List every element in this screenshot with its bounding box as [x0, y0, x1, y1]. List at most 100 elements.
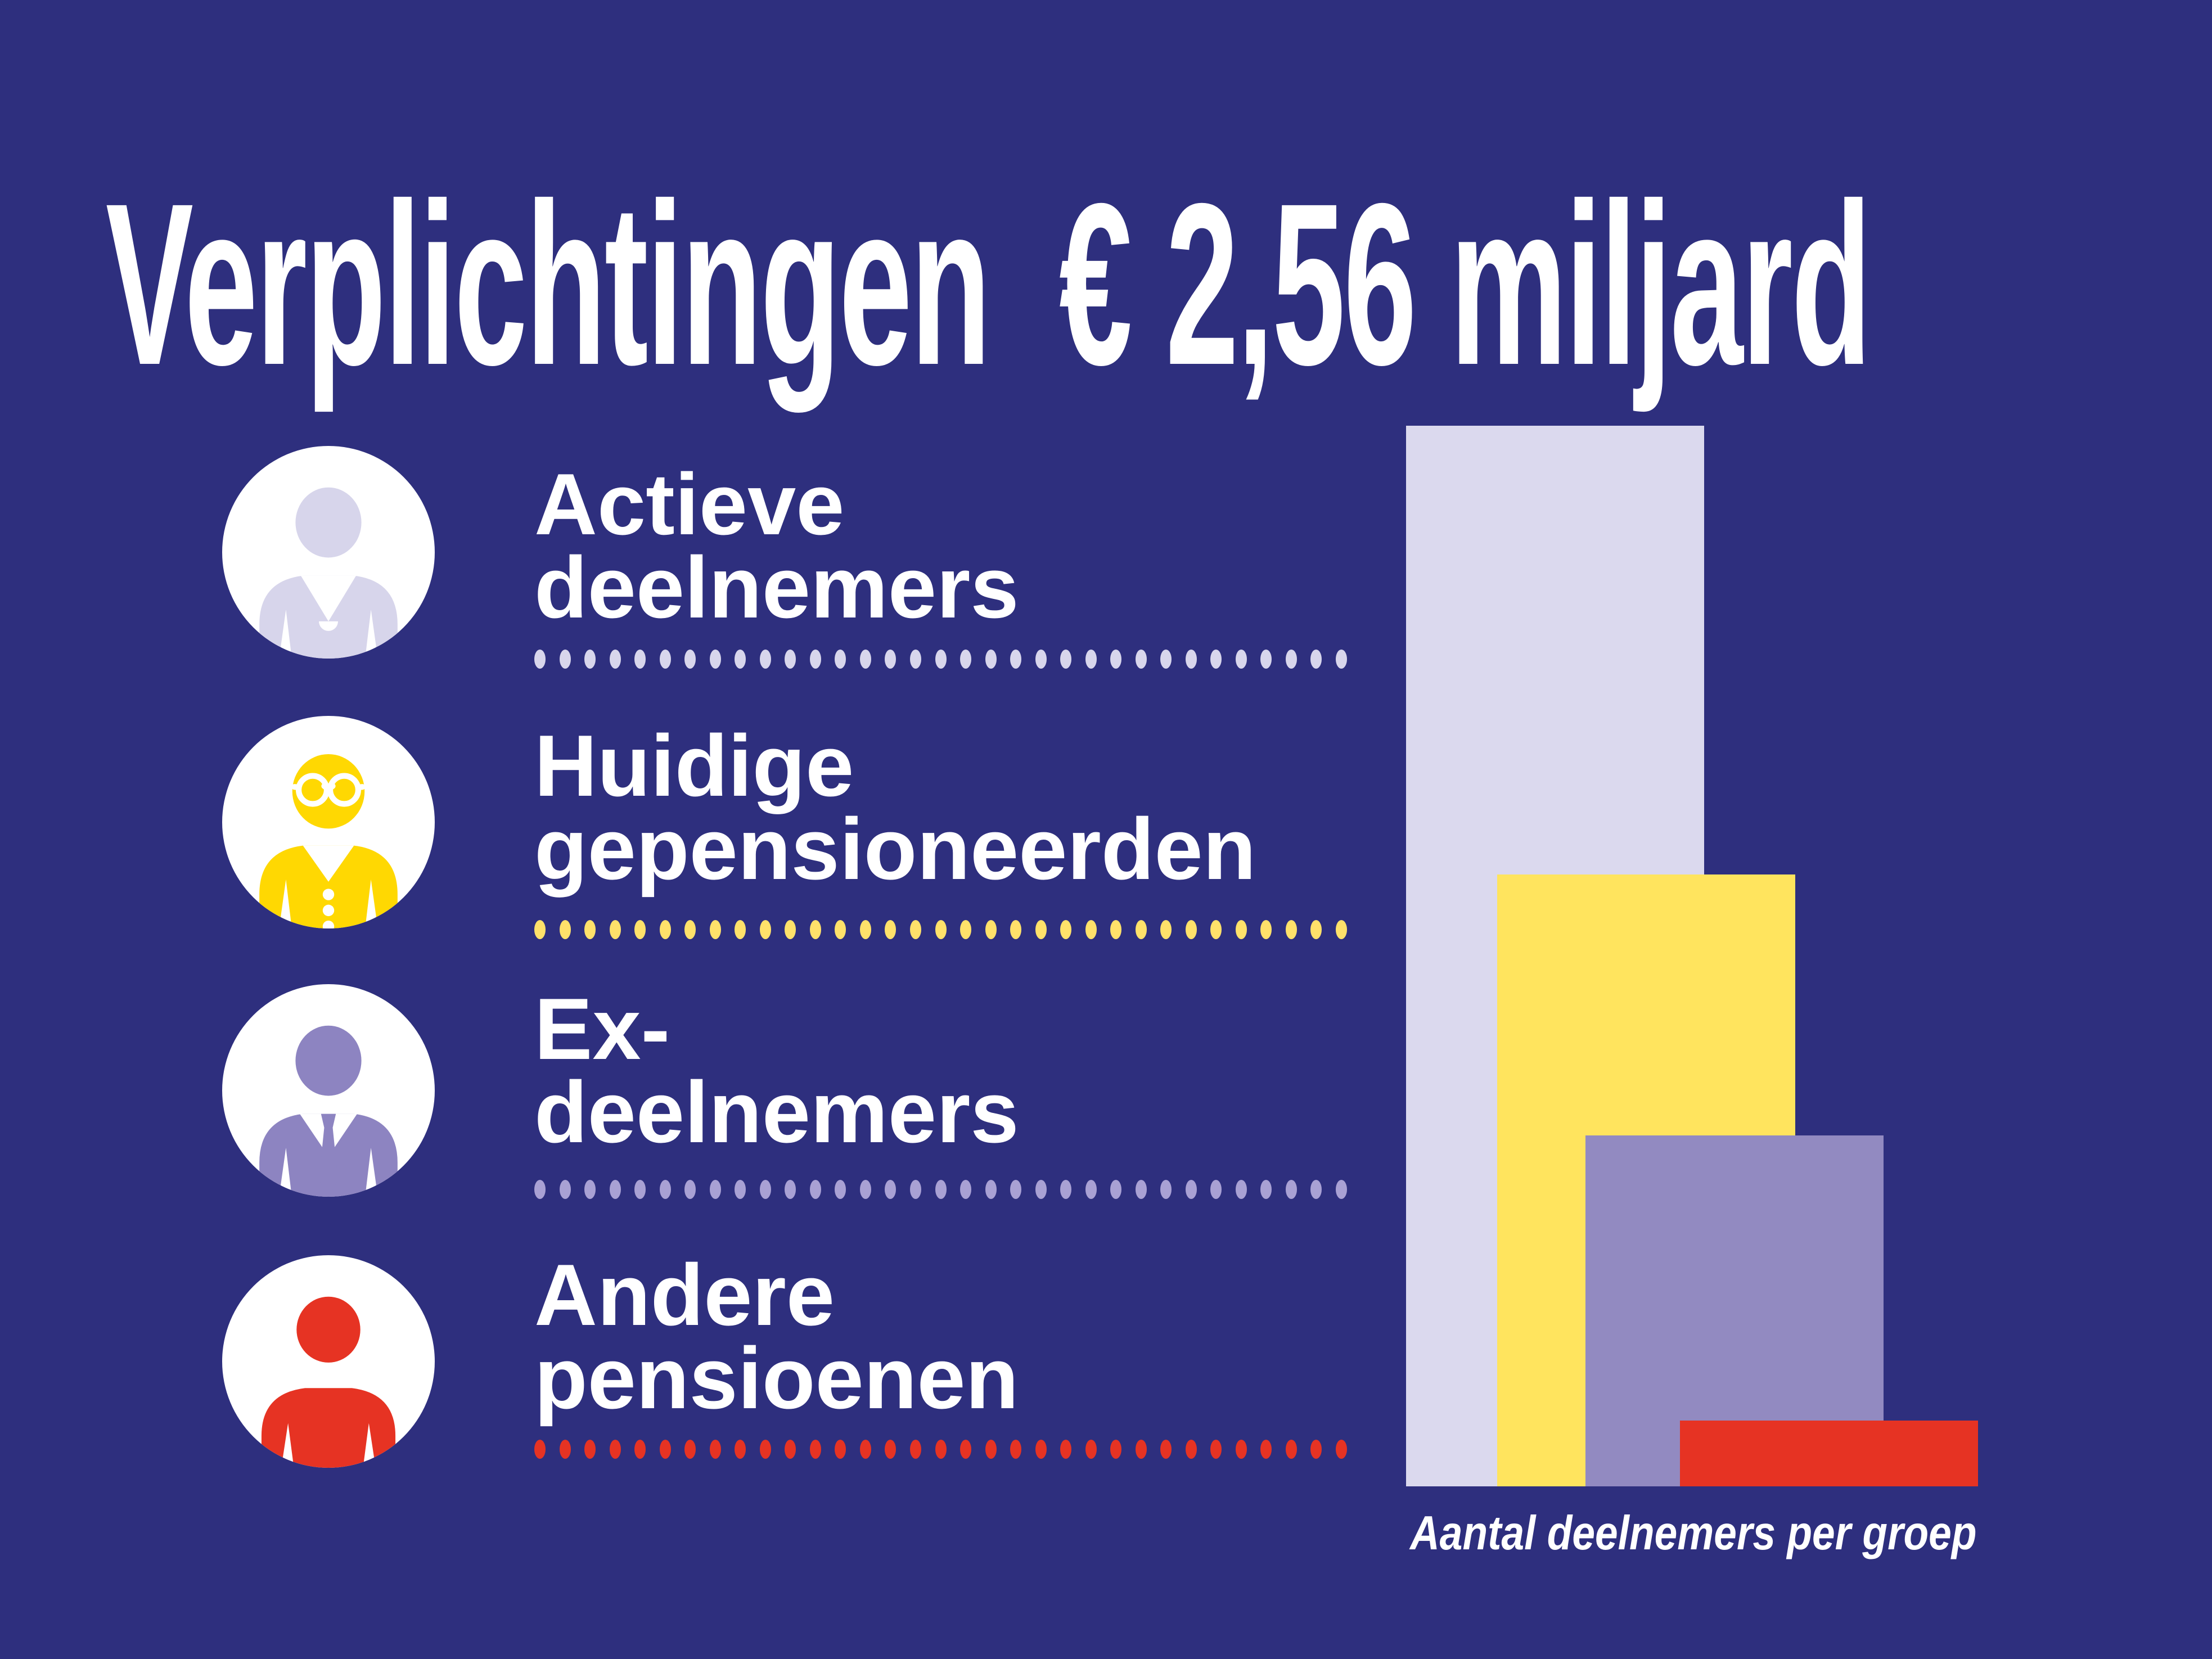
- dotted-separator-purple: [534, 1180, 1347, 1199]
- label-line-2: gepensioneerden: [534, 800, 1256, 898]
- separator-dot: [1310, 1440, 1322, 1459]
- separator-dot: [559, 1180, 571, 1199]
- separator-dot: [1110, 1440, 1122, 1459]
- separator-dot: [609, 1440, 621, 1459]
- separator-dot: [785, 920, 796, 939]
- dotted-separator-red: [534, 1440, 1347, 1459]
- separator-dot: [909, 1180, 921, 1199]
- separator-dot: [1336, 1440, 1347, 1459]
- separator-dot: [1110, 920, 1122, 939]
- separator-dot: [1160, 920, 1172, 939]
- other-pensions-icon: [222, 1255, 435, 1468]
- separator-dot: [909, 650, 921, 669]
- separator-dot: [1235, 1440, 1247, 1459]
- separator-dot: [1135, 650, 1147, 669]
- separator-dot: [1260, 650, 1272, 669]
- label-line-2: pensioenen: [534, 1329, 1019, 1427]
- separator-dot: [1260, 1180, 1272, 1199]
- separator-dot: [1285, 1180, 1297, 1199]
- separator-dot: [1110, 650, 1122, 669]
- separator-dot: [534, 1180, 546, 1199]
- separator-dot: [1310, 1180, 1322, 1199]
- separator-dot: [534, 920, 546, 939]
- separator-dot: [609, 650, 621, 669]
- legend-label-ex-members: Ex- deelnemers: [534, 980, 1019, 1156]
- separator-dot: [885, 1440, 896, 1459]
- separator-dot: [859, 1440, 871, 1459]
- separator-dot: [1210, 1180, 1222, 1199]
- separator-dot: [1210, 1440, 1222, 1459]
- separator-dot: [534, 650, 546, 669]
- separator-dot: [885, 650, 896, 669]
- dotted-separator-lavender: [534, 650, 1347, 669]
- separator-dot: [634, 1440, 646, 1459]
- separator-dot: [1010, 1440, 1022, 1459]
- bar-other-pensions: [1680, 1421, 1978, 1486]
- separator-dot: [935, 1180, 947, 1199]
- separator-dot: [1210, 650, 1222, 669]
- label-line-1: Andere: [534, 1246, 835, 1344]
- separator-dot: [684, 650, 696, 669]
- separator-dot: [1310, 920, 1322, 939]
- separator-dot: [1185, 920, 1197, 939]
- legend-row-ex-members: Ex- deelnemers: [222, 984, 1353, 1248]
- separator-dot: [559, 920, 571, 939]
- separator-dot: [859, 650, 871, 669]
- separator-dot: [1185, 1180, 1197, 1199]
- legend-label-current-pensioners: Huidige gepensioneerden: [534, 722, 1256, 898]
- separator-dot: [659, 1180, 671, 1199]
- separator-dot: [885, 1180, 896, 1199]
- separator-dot: [809, 650, 821, 669]
- separator-dot: [1085, 920, 1097, 939]
- separator-dot: [709, 1440, 721, 1459]
- active-member-icon: [222, 446, 435, 659]
- ex-member-icon: [222, 984, 435, 1197]
- separator-dot: [659, 1440, 671, 1459]
- separator-dot: [1336, 920, 1347, 939]
- separator-dot: [1336, 650, 1347, 669]
- legend-label-other-pensions: Andere pensioenen: [534, 1246, 1019, 1427]
- separator-dot: [885, 920, 896, 939]
- separator-dot: [935, 1440, 947, 1459]
- separator-dot: [809, 1440, 821, 1459]
- separator-dot: [1035, 1440, 1047, 1459]
- separator-dot: [1235, 920, 1247, 939]
- separator-dot: [785, 650, 796, 669]
- separator-dot: [859, 1180, 871, 1199]
- separator-dot: [735, 920, 746, 939]
- separator-dot: [1310, 650, 1322, 669]
- separator-dot: [859, 920, 871, 939]
- separator-dot: [1285, 920, 1297, 939]
- separator-dot: [909, 1440, 921, 1459]
- legend-row-current-pensioners: Huidige gepensioneerden: [222, 716, 1353, 980]
- bar-chart: [1406, 426, 1978, 1486]
- separator-dot: [634, 650, 646, 669]
- label-line-1: Ex-: [534, 980, 670, 1078]
- separator-dot: [935, 650, 947, 669]
- separator-dot: [909, 920, 921, 939]
- separator-dot: [835, 920, 846, 939]
- separator-dot: [1160, 650, 1172, 669]
- separator-dot: [1010, 1180, 1022, 1199]
- page-title: Verplichtingen € 2,56 miljard: [106, 155, 1872, 413]
- separator-dot: [985, 1180, 997, 1199]
- separator-dot: [1210, 920, 1222, 939]
- separator-dot: [559, 1440, 571, 1459]
- separator-dot: [684, 920, 696, 939]
- separator-dot: [985, 1440, 997, 1459]
- separator-dot: [1185, 1440, 1197, 1459]
- separator-dot: [634, 1180, 646, 1199]
- separator-dot: [1260, 1440, 1272, 1459]
- separator-dot: [709, 1180, 721, 1199]
- separator-dot: [1260, 920, 1272, 939]
- separator-dot: [559, 650, 571, 669]
- separator-dot: [684, 1180, 696, 1199]
- separator-dot: [835, 650, 846, 669]
- separator-dot: [735, 650, 746, 669]
- separator-dot: [1160, 1440, 1172, 1459]
- separator-dot: [1235, 650, 1247, 669]
- legend-row-other-pensions: Andere pensioenen: [222, 1246, 1353, 1520]
- separator-dot: [759, 1440, 771, 1459]
- separator-dot: [584, 1180, 596, 1199]
- separator-dot: [1085, 650, 1097, 669]
